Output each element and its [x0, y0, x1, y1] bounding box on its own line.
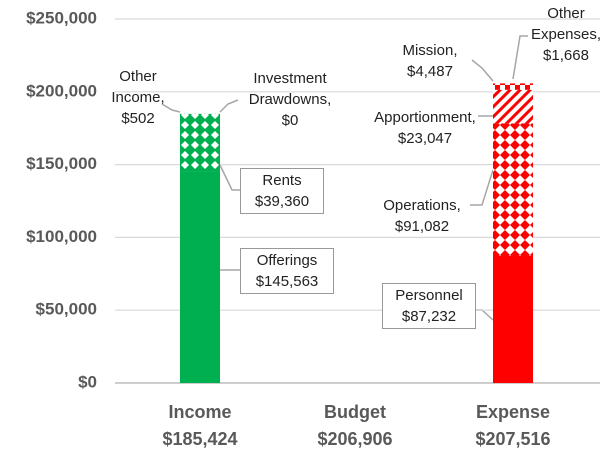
- data-label: Other Expenses, $1,668: [528, 3, 604, 66]
- leader-line: [471, 59, 494, 82]
- series-name: Offerings: [256, 252, 318, 269]
- bar-segment: [180, 113, 220, 114]
- value-label: $145,563: [255, 273, 319, 290]
- y-tick-label: $100,000: [26, 227, 97, 246]
- bar-segment: [180, 113, 220, 172]
- data-label: Other Income, $502: [108, 66, 168, 129]
- y-tick-label: $50,000: [36, 300, 97, 319]
- data-label: Mission, $4,487: [390, 40, 470, 82]
- data-label: Apportionment, $23,047: [350, 107, 500, 149]
- data-label: Operations, $91,082: [372, 195, 472, 237]
- data-label: Personnel $87,232: [382, 283, 476, 329]
- series-name: Personnel: [395, 287, 463, 304]
- value-label: $23,047: [397, 130, 453, 147]
- y-tick-label: $250,000: [26, 8, 97, 27]
- bar-segment: [493, 80, 533, 84]
- series-name: Operations,: [383, 197, 461, 214]
- x-tick-label: Expense: [476, 402, 550, 422]
- x-tick-label: Budget: [324, 402, 386, 422]
- category-total: $207,516: [475, 429, 550, 449]
- series-name: Investment Drawdowns,: [248, 70, 332, 108]
- y-tick-label: $0: [78, 372, 97, 391]
- leader-line: [219, 164, 240, 191]
- leader-line: [512, 35, 528, 80]
- data-label: Rents $39,360: [240, 168, 324, 214]
- y-tick-label: $150,000: [26, 154, 97, 173]
- category-total: $185,424: [162, 429, 237, 449]
- bar-segment: [493, 123, 533, 256]
- bar-segment: [493, 89, 533, 124]
- value-label: $91,082: [394, 218, 450, 235]
- series-name: Other Income,: [111, 68, 165, 106]
- data-label: Investment Drawdowns, $0: [240, 68, 340, 131]
- bar-segment: [493, 83, 533, 90]
- bar-segment: [180, 171, 220, 383]
- leader-line: [219, 99, 239, 113]
- leader-line: [470, 169, 494, 206]
- series-name: Apportionment,: [374, 109, 476, 126]
- y-tick-label: $200,000: [26, 81, 97, 100]
- series-name: Other Expenses,: [530, 5, 602, 43]
- leader-line: [161, 103, 181, 113]
- value-label: $0: [281, 112, 299, 129]
- value-label: $502: [121, 110, 155, 127]
- category-total: $206,906: [317, 429, 392, 449]
- value-label: $4,487: [407, 63, 453, 80]
- x-tick-label: Income: [168, 402, 231, 422]
- value-label: $1,668: [543, 47, 589, 64]
- value-label: $39,360: [254, 193, 310, 210]
- bar-segment: [493, 255, 533, 383]
- series-name: Rents: [262, 172, 302, 189]
- data-label: Offerings $145,563: [240, 248, 334, 294]
- value-label: $87,232: [401, 308, 457, 325]
- series-name: Mission,: [402, 42, 458, 59]
